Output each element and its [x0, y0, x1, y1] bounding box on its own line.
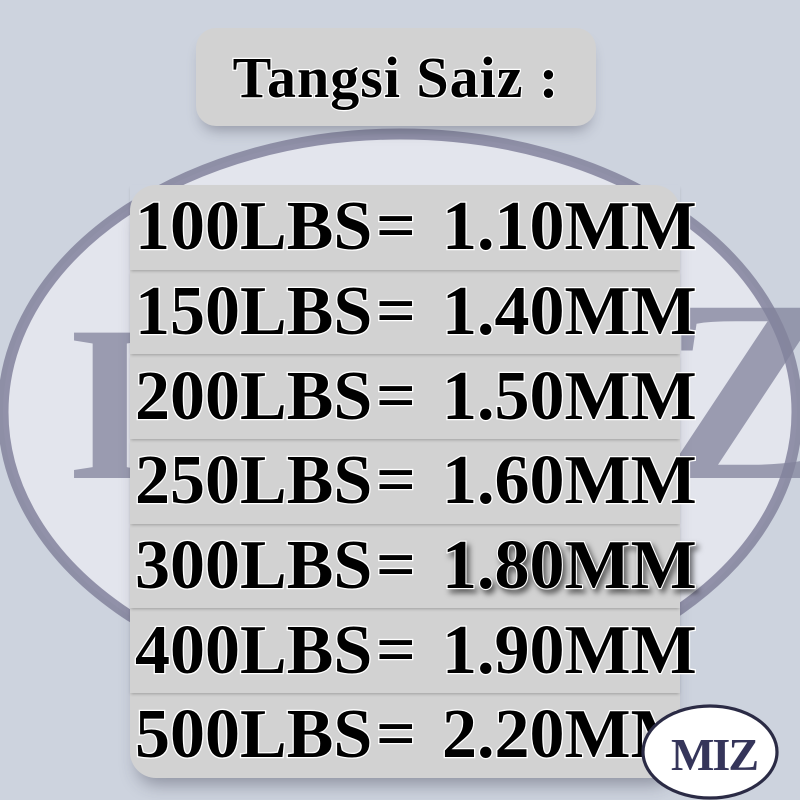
svg-text:MIZ: MIZ: [671, 729, 757, 780]
